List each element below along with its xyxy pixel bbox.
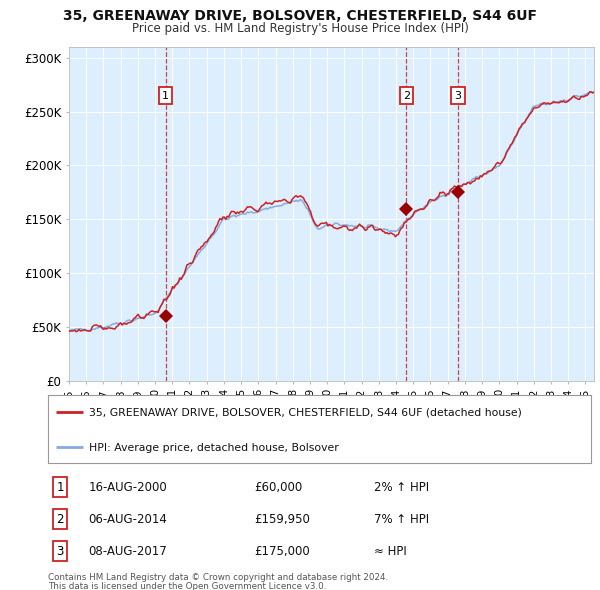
Text: 2% ↑ HPI: 2% ↑ HPI	[374, 481, 429, 494]
Text: £159,950: £159,950	[254, 513, 310, 526]
Text: 08-AUG-2017: 08-AUG-2017	[89, 545, 167, 558]
Text: 06-AUG-2014: 06-AUG-2014	[89, 513, 167, 526]
Text: 3: 3	[56, 545, 64, 558]
Text: This data is licensed under the Open Government Licence v3.0.: This data is licensed under the Open Gov…	[48, 582, 326, 590]
Text: 2: 2	[403, 90, 410, 100]
Text: HPI: Average price, detached house, Bolsover: HPI: Average price, detached house, Bols…	[89, 443, 338, 453]
Text: Price paid vs. HM Land Registry's House Price Index (HPI): Price paid vs. HM Land Registry's House …	[131, 22, 469, 35]
Text: 35, GREENAWAY DRIVE, BOLSOVER, CHESTERFIELD, S44 6UF (detached house): 35, GREENAWAY DRIVE, BOLSOVER, CHESTERFI…	[89, 408, 521, 418]
Text: 35, GREENAWAY DRIVE, BOLSOVER, CHESTERFIELD, S44 6UF: 35, GREENAWAY DRIVE, BOLSOVER, CHESTERFI…	[63, 9, 537, 23]
Text: £175,000: £175,000	[254, 545, 310, 558]
Text: 16-AUG-2000: 16-AUG-2000	[89, 481, 167, 494]
Text: 1: 1	[56, 481, 64, 494]
Text: ≈ HPI: ≈ HPI	[374, 545, 407, 558]
Text: 1: 1	[162, 90, 169, 100]
Text: 7% ↑ HPI: 7% ↑ HPI	[374, 513, 429, 526]
Text: Contains HM Land Registry data © Crown copyright and database right 2024.: Contains HM Land Registry data © Crown c…	[48, 573, 388, 582]
Text: 2: 2	[56, 513, 64, 526]
Text: £60,000: £60,000	[254, 481, 302, 494]
Text: 3: 3	[455, 90, 461, 100]
